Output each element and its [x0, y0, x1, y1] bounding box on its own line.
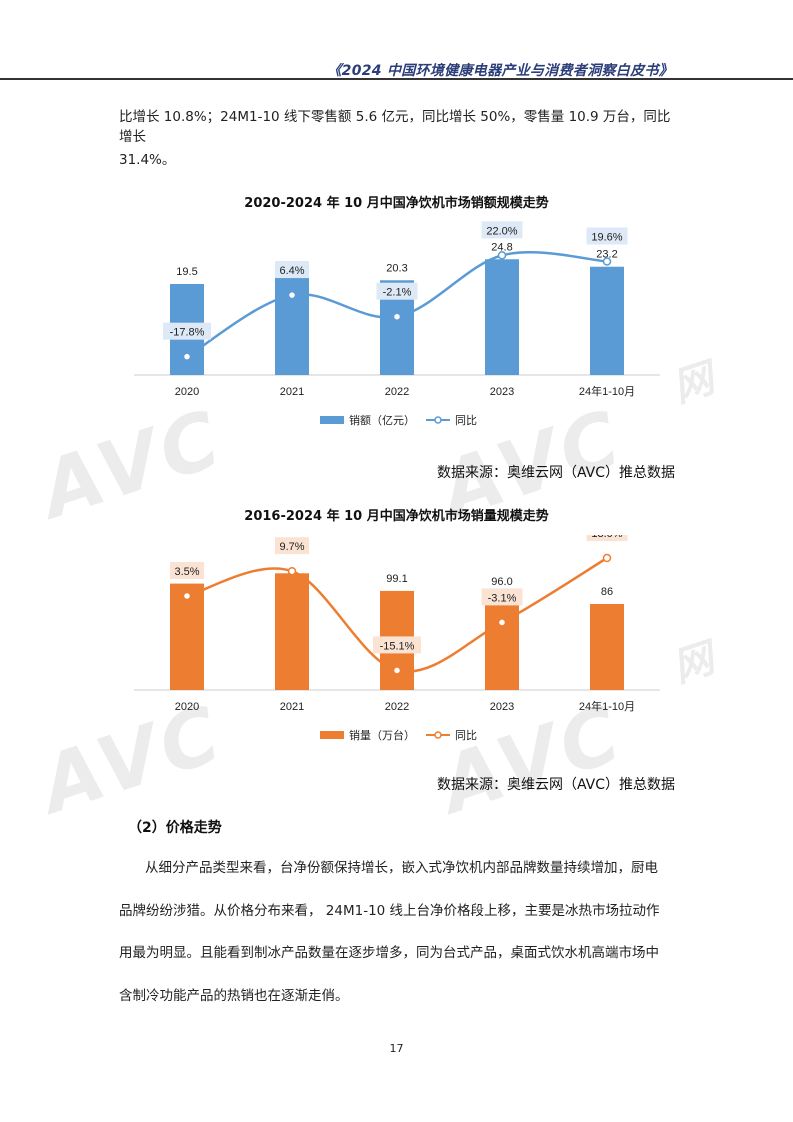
legend-label: 销额（亿元）: [349, 413, 415, 427]
legend-label: 同比: [455, 414, 477, 427]
yoy-point: [287, 566, 297, 576]
x-tick-label: 2020: [175, 701, 199, 713]
x-tick-label: 2023: [490, 701, 514, 713]
body-paragraph-line: 用最为明显。且能看到制冰产品数量在逐步增多，同为台式产品，桌面式饮水机高端市场中: [119, 945, 659, 961]
bar: [485, 259, 519, 375]
yoy-label-bg: [170, 562, 204, 579]
yoy-label: -3.1%: [488, 592, 517, 604]
yoy-point: [602, 257, 612, 266]
yoy-label: 22.0%: [486, 225, 517, 237]
section-heading: （2）价格走势: [128, 820, 222, 836]
yoy-point: [497, 618, 507, 627]
yoy-label-bg: [586, 535, 628, 541]
yoy-label: 3.5%: [174, 566, 199, 578]
bar: [590, 266, 624, 375]
x-tick-label: 2021: [280, 701, 304, 713]
yoy-label-bg: [275, 537, 309, 555]
x-tick-label: 2023: [490, 386, 514, 398]
yoy-point: [182, 352, 192, 361]
bar-value-label: 96.0: [491, 576, 512, 588]
legend-swatch-point: [434, 731, 442, 739]
sales-chart: 19.5 20.3 24.8 23.2 -17.8% 6.4% -2.1% 22.0% 19.6…: [134, 221, 660, 427]
volume-chart-title: 2016-2024 年 10 月中国净饮机市场销量规模走势: [244, 509, 549, 524]
bar-value-label: 86: [601, 586, 613, 598]
x-tick-label: 2020: [175, 386, 199, 398]
yoy-label-bg: [373, 636, 421, 654]
volume-chart: 106.499.196.0863.5%9.7%-15.1%-3.1%13.0%2…: [134, 535, 660, 742]
page-number: 17: [389, 1042, 404, 1055]
x-tick-label: 24年1-10月: [579, 384, 635, 398]
yoy-label: 13.0%: [591, 535, 622, 540]
legend-label: 销量（万台）: [349, 728, 415, 742]
yoy-point: [602, 553, 612, 563]
body-paragraph-line: 含制冷功能产品的热销也在逐渐走俏。: [119, 988, 349, 1004]
bar-value-label: 20.3: [386, 262, 407, 274]
yoy-label: 9.7%: [279, 541, 304, 553]
document-header-title: 《2024 中国环境健康电器产业与消费者洞察白皮书》: [327, 63, 673, 79]
legend-swatch-point: [434, 416, 442, 424]
x-tick-label: 2022: [385, 701, 409, 713]
yoy-label: 19.6%: [591, 231, 622, 243]
yoy-point: [392, 312, 402, 321]
bar: [485, 594, 519, 690]
yoy-label-bg: [163, 322, 211, 340]
bar: [590, 604, 624, 690]
body-paragraph-line: 比增长 10.8%；24M1-10 线下零售额 5.6 亿元，同比增长 50%，…: [119, 109, 671, 145]
bar-value-label: 19.5: [176, 266, 197, 278]
yoy-point: [497, 251, 507, 260]
legend-swatch-bar: [320, 731, 344, 739]
x-tick-label: 2022: [385, 386, 409, 398]
yoy-label: -2.1%: [383, 287, 412, 299]
yoy-label-bg: [481, 221, 523, 239]
bar: [275, 573, 309, 690]
yoy-label: 6.4%: [279, 265, 304, 277]
yoy-point: [287, 290, 297, 300]
data-source-note: 数据来源：奥维云网（AVC）推总数据: [436, 465, 675, 481]
legend-swatch-bar: [320, 416, 344, 424]
body-paragraph-line: 品牌纷纷涉猎。从价格分布来看， 24M1-10 线上台净价格段上移，主要是冰热市…: [119, 903, 660, 919]
bar-value-label: 99.1: [386, 573, 407, 585]
yoy-label-bg: [275, 261, 309, 279]
yoy-point: [392, 666, 402, 675]
yoy-point: [182, 591, 192, 601]
x-tick-label: 24年1-10月: [579, 699, 635, 713]
sales-chart-title: 2020-2024 年 10 月中国净饮机市场销额规模走势: [244, 196, 549, 211]
legend-label: 同比: [455, 729, 477, 742]
header-divider: [0, 78, 793, 80]
bar: [170, 583, 204, 690]
data-source-note: 数据来源：奥维云网（AVC）推总数据: [436, 777, 675, 793]
yoy-label-bg: [376, 282, 418, 300]
yoy-label-bg: [481, 588, 523, 606]
yoy-label: -17.8%: [170, 327, 205, 339]
body-paragraph-line: 31.4%。: [119, 152, 176, 168]
body-paragraph-line: 从细分产品类型来看，台净份额保持增长，嵌入式净饮机内部品牌数量持续增加，厨电: [145, 860, 658, 876]
yoy-label-bg: [586, 227, 628, 245]
bar-value-label: 23.2: [596, 249, 617, 261]
x-tick-label: 2021: [280, 386, 304, 398]
yoy-label: -15.1%: [380, 640, 415, 652]
bar-value-label: 24.8: [491, 241, 512, 253]
